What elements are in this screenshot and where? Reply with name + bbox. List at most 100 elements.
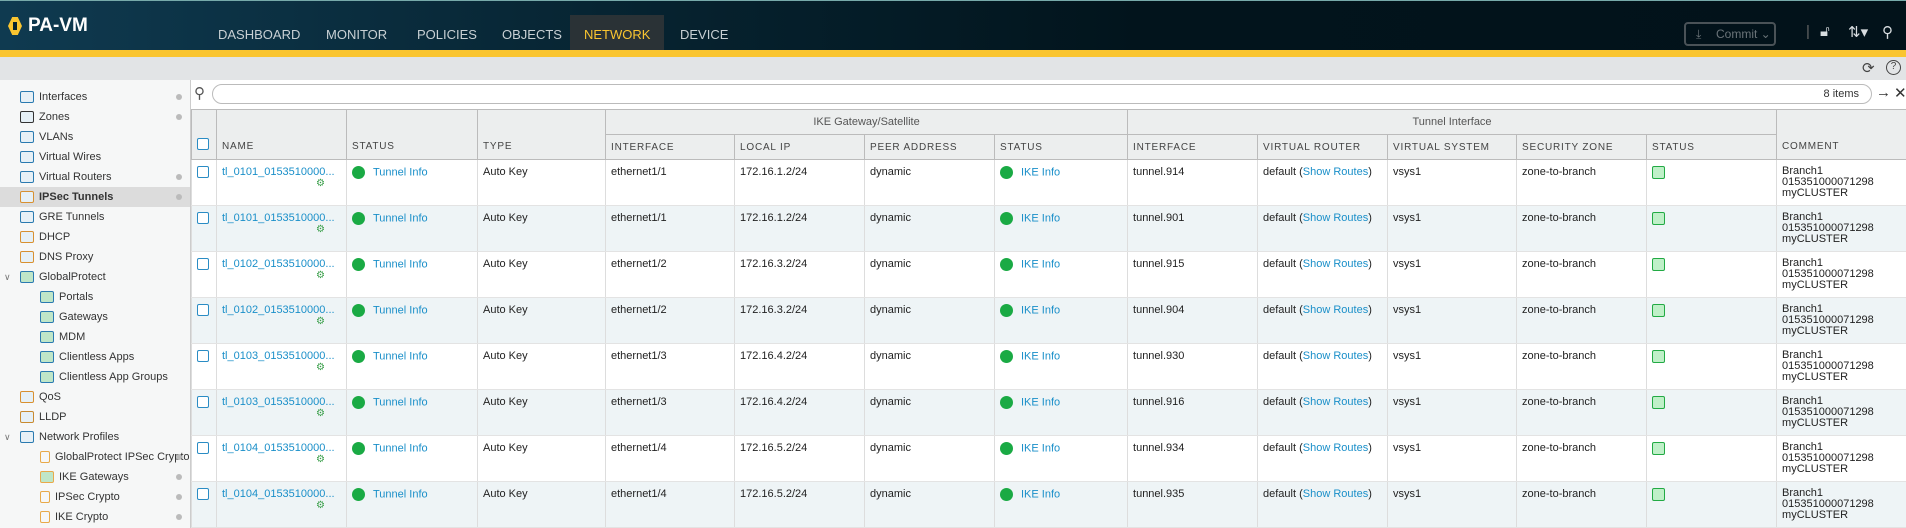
show-routes-link[interactable]: Show Routes	[1302, 258, 1369, 270]
tunnel-info-link[interactable]: Tunnel Info	[373, 304, 428, 317]
sidebar-item-globalprotect[interactable]: ∨ GlobalProtect	[0, 267, 190, 287]
sidebar-item-ipsec-tunnels[interactable]: IPSec Tunnels	[0, 187, 190, 207]
sidebar-item-network-profiles[interactable]: ∨ Network Profiles	[0, 427, 190, 447]
col-status[interactable]: STATUS	[346, 109, 478, 160]
show-routes-link[interactable]: Show Routes	[1302, 442, 1369, 454]
ike-info-link[interactable]: IKE Info	[1021, 488, 1061, 501]
filter-input[interactable]: 8 items	[212, 84, 1872, 104]
tunnel-info-link[interactable]: Tunnel Info	[373, 350, 428, 363]
table-row[interactable]: tl_0103_0153510000... ⚙ Tunnel Info Auto Ke…	[191, 343, 1906, 390]
chevron-down-icon[interactable]: ∨	[4, 272, 11, 282]
sidebar-item-ipsec-crypto[interactable]: IPSec Crypto	[0, 487, 190, 507]
tunnel-name-link[interactable]: tl_0103_0153510000...	[222, 396, 335, 408]
sidebar-item-interfaces[interactable]: Interfaces	[0, 87, 190, 107]
table-row[interactable]: tl_0101_0153510000... ⚙ Tunnel Info Auto Ke…	[191, 159, 1906, 206]
tab-policies[interactable]: POLICIES	[417, 27, 477, 42]
row-checkbox[interactable]	[197, 396, 209, 408]
tab-network[interactable]: NETWORK	[570, 15, 665, 51]
row-checkbox[interactable]	[197, 212, 209, 224]
col-local-ip[interactable]: LOCAL IP	[734, 134, 865, 160]
row-checkbox[interactable]	[197, 166, 209, 178]
sidebar-item-portals[interactable]: Portals	[0, 287, 190, 307]
config-transfer-icon[interactable]: ⇅▾	[1848, 24, 1869, 41]
sidebar-item-ike-crypto[interactable]: IKE Crypto	[0, 507, 190, 527]
tunnel-name-link[interactable]: tl_0103_0153510000...	[222, 350, 335, 362]
row-checkbox[interactable]	[197, 488, 209, 500]
col-tunnel-status[interactable]: STATUS	[1646, 134, 1778, 160]
col-type[interactable]: TYPE	[477, 109, 606, 160]
col-security-zone[interactable]: SECURITY ZONE	[1516, 134, 1648, 160]
tunnel-name-link[interactable]: tl_0104_0153510000...	[222, 442, 335, 454]
tunnel-info-link[interactable]: Tunnel Info	[373, 396, 428, 409]
show-routes-link[interactable]: Show Routes	[1302, 396, 1369, 408]
tab-objects[interactable]: OBJECTS	[502, 27, 562, 42]
show-routes-link[interactable]: Show Routes	[1302, 166, 1369, 178]
table-row[interactable]: tl_0103_0153510000... ⚙ Tunnel Info Auto Ke…	[191, 389, 1906, 436]
tunnel-info-link[interactable]: Tunnel Info	[373, 258, 428, 271]
sidebar-item-globalprotect-ipsec-crypto[interactable]: GlobalProtect IPSec Crypto	[0, 447, 190, 467]
tunnel-info-link[interactable]: Tunnel Info	[373, 442, 428, 455]
col-virtual-router[interactable]: VIRTUAL ROUTER	[1257, 134, 1389, 160]
select-all-checkbox[interactable]	[197, 138, 209, 150]
sidebar-item-gateways[interactable]: Gateways	[0, 307, 190, 327]
sidebar-item-qos[interactable]: QoS	[0, 387, 190, 407]
row-checkbox[interactable]	[197, 304, 209, 316]
tab-device[interactable]: DEVICE	[680, 27, 729, 42]
tunnel-name-link[interactable]: tl_0102_0153510000...	[222, 258, 335, 270]
ike-info-link[interactable]: IKE Info	[1021, 212, 1061, 225]
tab-monitor[interactable]: MONITOR	[326, 27, 388, 42]
tunnel-name-link[interactable]: tl_0102_0153510000...	[222, 304, 335, 316]
chevron-down-icon[interactable]: ∨	[4, 432, 11, 442]
ike-info-link[interactable]: IKE Info	[1021, 258, 1061, 271]
sidebar-item-vlans[interactable]: VLANs	[0, 127, 190, 147]
show-routes-link[interactable]: Show Routes	[1302, 304, 1369, 316]
row-checkbox[interactable]	[197, 442, 209, 454]
ike-info-link[interactable]: IKE Info	[1021, 304, 1061, 317]
sidebar-item-gre-tunnels[interactable]: GRE Tunnels	[0, 207, 190, 227]
col-virtual-system[interactable]: VIRTUAL SYSTEM	[1387, 134, 1518, 160]
sidebar-item-zones[interactable]: Zones	[0, 107, 190, 127]
tunnel-info-link[interactable]: Tunnel Info	[373, 212, 428, 225]
show-routes-link[interactable]: Show Routes	[1302, 212, 1369, 224]
col-ike-status[interactable]: STATUS	[993, 134, 1129, 160]
col-peer-address[interactable]: PEER ADDRESS	[864, 134, 995, 160]
refresh-icon[interactable]: ⟳	[1862, 60, 1875, 77]
row-checkbox[interactable]	[197, 350, 209, 362]
sidebar-item-virtual-wires[interactable]: Virtual Wires	[0, 147, 190, 167]
sidebar-item-lldp[interactable]: LLDP	[0, 407, 190, 427]
show-routes-link[interactable]: Show Routes	[1302, 488, 1369, 500]
search-icon[interactable]: ⚲	[1882, 24, 1893, 41]
help-icon[interactable]: ?	[1886, 60, 1901, 75]
tunnel-name-link[interactable]: tl_0104_0153510000...	[222, 488, 335, 500]
tunnel-info-link[interactable]: Tunnel Info	[373, 166, 428, 179]
ike-info-link[interactable]: IKE Info	[1021, 350, 1061, 363]
table-row[interactable]: tl_0101_0153510000... ⚙ Tunnel Info Auto Ke…	[191, 205, 1906, 252]
ike-info-link[interactable]: IKE Info	[1021, 442, 1061, 455]
sidebar-item-clientless-app-groups[interactable]: Clientless App Groups	[0, 367, 190, 387]
col-comment[interactable]: COMMENT	[1776, 109, 1906, 160]
lock-config-icon[interactable]: 🔓︎	[1820, 23, 1830, 40]
sidebar-item-virtual-routers[interactable]: Virtual Routers	[0, 167, 190, 187]
col-name[interactable]: NAME	[216, 109, 347, 160]
col-tunnel-interface[interactable]: INTERFACE	[1127, 134, 1259, 160]
sidebar-item-mdm[interactable]: MDM	[0, 327, 190, 347]
sidebar-item-dns-proxy[interactable]: DNS Proxy	[0, 247, 190, 267]
col-ike-interface[interactable]: INTERFACE	[605, 134, 735, 160]
sidebar-item-clientless-apps[interactable]: Clientless Apps	[0, 347, 190, 367]
sidebar-item-ike-gateways[interactable]: IKE Gateways	[0, 467, 190, 487]
clear-filter-icon[interactable]: ✕	[1894, 85, 1906, 102]
tunnel-name-link[interactable]: tl_0101_0153510000...	[222, 212, 335, 224]
apply-filter-icon[interactable]: →	[1876, 84, 1891, 101]
commit-button[interactable]: ⤓ Commit ⌄	[1684, 22, 1776, 46]
table-row[interactable]: tl_0104_0153510000... ⚙ Tunnel Info Auto Ke…	[191, 435, 1906, 482]
ike-info-link[interactable]: IKE Info	[1021, 396, 1061, 409]
tab-dashboard[interactable]: DASHBOARD	[218, 27, 301, 42]
tunnel-info-link[interactable]: Tunnel Info	[373, 488, 428, 501]
tunnel-name-link[interactable]: tl_0101_0153510000...	[222, 166, 335, 178]
row-checkbox[interactable]	[197, 258, 209, 270]
sidebar-item-dhcp[interactable]: DHCP	[0, 227, 190, 247]
show-routes-link[interactable]: Show Routes	[1302, 350, 1369, 362]
table-row[interactable]: tl_0102_0153510000... ⚙ Tunnel Info Auto Ke…	[191, 251, 1906, 298]
ike-info-link[interactable]: IKE Info	[1021, 166, 1061, 179]
table-row[interactable]: tl_0102_0153510000... ⚙ Tunnel Info Auto Ke…	[191, 297, 1906, 344]
